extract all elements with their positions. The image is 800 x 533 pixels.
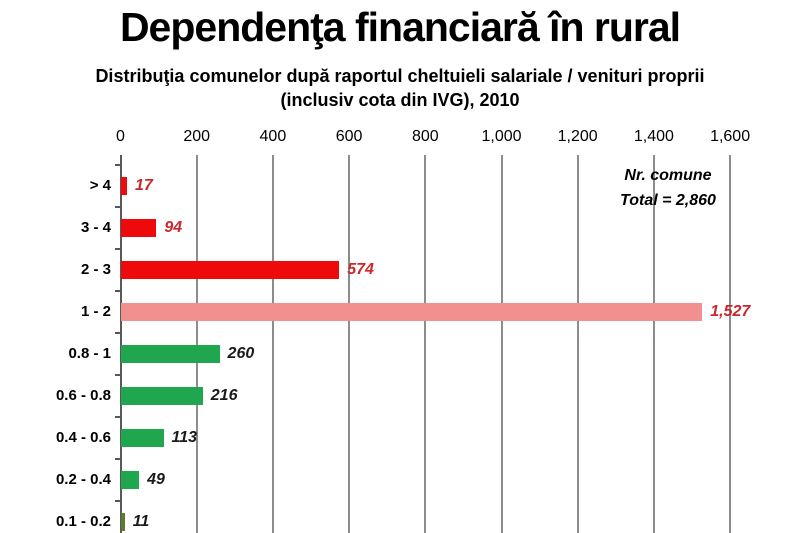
y-axis-tick: [114, 416, 121, 418]
bar-1-2: [120, 303, 703, 321]
bar->4: [120, 177, 127, 195]
bar-value-label: 11: [132, 513, 150, 530]
bar-value-label: 113: [171, 429, 198, 446]
bar-3-4: [120, 219, 157, 237]
bar-0.2-0.4: [120, 471, 140, 489]
category-label: 0.2 - 0.4: [55, 471, 111, 488]
x-axis-tick-label: 600: [335, 128, 363, 145]
category-label: 1 - 2: [80, 303, 111, 320]
gridline: [271, 155, 274, 533]
bar-value-label: 17: [134, 177, 153, 194]
x-axis-tick-label: 0: [116, 128, 125, 145]
total-annotation-line: Nr. comune: [624, 167, 712, 184]
y-axis-tick: [114, 290, 121, 292]
category-label: 0.1 - 0.2: [55, 513, 111, 530]
y-axis-tick: [114, 458, 121, 460]
y-axis-line: [119, 155, 122, 533]
y-axis-tick: [114, 332, 121, 334]
category-label: 0.4 - 0.6: [55, 429, 111, 446]
y-axis-tick: [114, 164, 121, 166]
gridline: [195, 155, 198, 533]
bar-value-label: 216: [210, 387, 238, 404]
category-label: 0.6 - 0.8: [55, 387, 111, 404]
bar-value-label: 49: [147, 471, 165, 488]
gridline: [424, 155, 427, 533]
bar-2-3: [120, 261, 340, 279]
bar-0.4-0.6: [120, 429, 164, 447]
gridline: [652, 155, 655, 533]
y-axis-tick: [114, 374, 121, 376]
gridline: [348, 155, 351, 533]
bar-0.1-0.2: [120, 513, 125, 531]
x-axis-tick-label: 1,600: [710, 128, 751, 145]
x-axis-tick-label: 800: [411, 128, 439, 145]
bar-value-label: 260: [227, 345, 255, 362]
x-axis-tick-label: 1,200: [557, 128, 598, 145]
bar-value-label: 1,527: [710, 303, 751, 320]
x-axis-tick-label: 1,000: [481, 128, 522, 145]
gridline: [500, 155, 503, 533]
x-axis-tick-label: 400: [259, 128, 287, 145]
y-axis-tick: [114, 206, 121, 208]
total-annotation-line: Total = 2,860: [620, 192, 716, 209]
gridline: [729, 155, 732, 533]
total-annotation: Nr. comune Total = 2,860: [558, 163, 778, 213]
y-axis-tick: [114, 500, 121, 502]
category-label: 3 - 4: [80, 219, 111, 236]
bar-value-label: 574: [347, 261, 374, 278]
category-label: > 4: [89, 177, 111, 194]
y-axis-tick: [114, 248, 121, 250]
category-label: 2 - 3: [80, 261, 111, 278]
bar-value-label: 94: [164, 219, 183, 236]
page-title: Dependenţa financiară în rural: [119, 4, 681, 50]
category-label: 0.8 - 1: [68, 345, 111, 362]
bar-0.6-0.8: [120, 387, 203, 405]
chart-subtitle: Distribuţia comunelor după raportul chel…: [95, 66, 705, 110]
bar-0.8-1: [120, 345, 220, 363]
x-axis-tick-label: 200: [183, 128, 211, 145]
x-axis-tick-label: 1,400: [633, 128, 674, 145]
gridline: [576, 155, 579, 533]
